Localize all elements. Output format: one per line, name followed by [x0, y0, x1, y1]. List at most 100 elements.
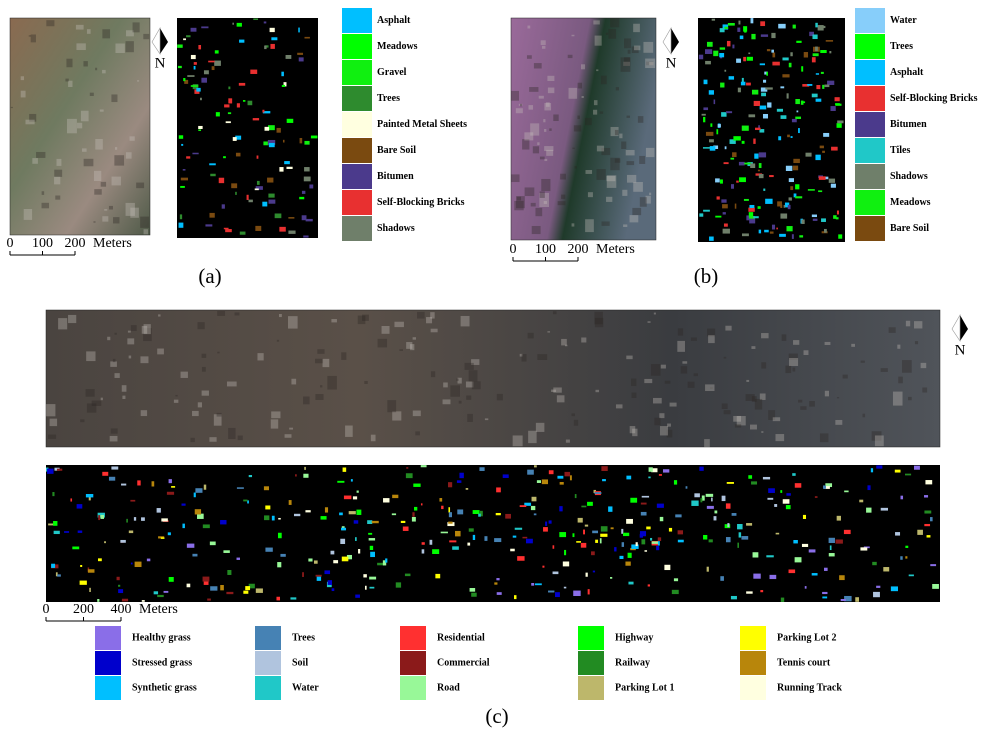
- image-texture: [596, 145, 605, 152]
- class-region: [252, 118, 260, 121]
- class-region: [193, 62, 197, 65]
- legend-label: Residential: [437, 632, 485, 643]
- class-region: [799, 235, 804, 238]
- class-region: [552, 545, 555, 549]
- image-texture: [528, 430, 537, 444]
- legend-swatch: [855, 86, 885, 111]
- class-region: [413, 483, 421, 487]
- class-region: [459, 472, 464, 479]
- image-texture: [572, 147, 575, 149]
- class-region: [209, 541, 216, 546]
- image-texture: [734, 424, 742, 428]
- class-region: [254, 188, 259, 191]
- image-texture: [824, 341, 831, 346]
- class-region: [369, 576, 377, 580]
- class-region: [264, 45, 269, 48]
- class-region: [180, 177, 189, 181]
- class-region: [53, 530, 60, 535]
- legend-label: Bitumen: [890, 119, 927, 130]
- class-region: [792, 473, 796, 476]
- class-region: [585, 572, 588, 577]
- class-region: [210, 173, 216, 177]
- image-texture: [626, 161, 635, 166]
- class-region: [743, 56, 746, 62]
- image-texture: [781, 334, 787, 341]
- class-region: [825, 40, 834, 42]
- class-region: [803, 52, 809, 58]
- class-region: [651, 541, 659, 544]
- class-region: [220, 520, 227, 525]
- class-region: [208, 60, 215, 63]
- image-texture: [905, 320, 911, 327]
- class-region: [730, 184, 735, 189]
- image-texture: [530, 123, 540, 136]
- north-arrow: [160, 28, 168, 54]
- image-texture: [594, 311, 603, 325]
- image-texture: [564, 344, 568, 347]
- scale-tick-label: 0: [510, 242, 517, 257]
- image-texture: [81, 148, 87, 152]
- image-texture: [772, 417, 781, 422]
- class-region: [786, 226, 793, 232]
- image-texture: [315, 358, 324, 364]
- class-region: [301, 215, 307, 221]
- class-region: [211, 66, 215, 71]
- class-region: [726, 482, 734, 484]
- class-region: [769, 574, 777, 580]
- image-texture: [535, 422, 545, 432]
- scale-unit: Meters: [93, 236, 132, 251]
- class-region: [719, 179, 723, 184]
- class-region: [187, 75, 195, 77]
- legend-label: Parking Lot 1: [615, 682, 674, 693]
- class-region: [284, 161, 290, 165]
- class-region: [778, 136, 782, 141]
- class-region: [581, 505, 587, 508]
- image-texture: [862, 413, 866, 418]
- class-region: [600, 533, 608, 537]
- class-region: [563, 586, 567, 589]
- class-region: [719, 53, 725, 58]
- image-texture: [458, 400, 462, 404]
- image-texture: [553, 387, 562, 393]
- image-texture: [573, 125, 582, 132]
- class-region: [715, 178, 720, 183]
- image-texture: [114, 332, 117, 335]
- class-region: [657, 541, 660, 546]
- class-region: [639, 531, 647, 537]
- class-region: [180, 185, 185, 188]
- image-texture: [143, 33, 150, 40]
- class-region: [584, 524, 589, 527]
- class-region: [658, 474, 662, 476]
- image-texture: [571, 223, 575, 227]
- class-region: [192, 553, 198, 557]
- class-region: [905, 473, 912, 476]
- class-region: [276, 127, 281, 133]
- class-region: [100, 514, 105, 519]
- image-texture: [65, 78, 69, 82]
- class-region: [308, 558, 313, 562]
- image-texture: [614, 129, 619, 136]
- image-texture: [708, 335, 715, 344]
- class-region: [593, 489, 597, 494]
- class-region: [536, 480, 541, 483]
- class-region: [815, 22, 818, 28]
- class-region: [640, 502, 647, 505]
- class-region: [630, 497, 638, 503]
- class-region: [793, 158, 800, 164]
- class-region: [751, 89, 759, 95]
- image-texture: [690, 337, 697, 341]
- class-region: [818, 190, 823, 193]
- class-region: [717, 124, 721, 128]
- class-region: [402, 526, 409, 531]
- class-region: [282, 139, 285, 143]
- class-region: [225, 121, 231, 124]
- scale-tick-label: 100: [32, 236, 53, 251]
- class-region: [239, 39, 245, 43]
- class-region: [708, 90, 714, 95]
- class-region: [621, 528, 624, 534]
- image-texture: [560, 173, 566, 180]
- class-region: [807, 189, 815, 191]
- class-region: [130, 562, 133, 565]
- image-texture: [377, 338, 388, 348]
